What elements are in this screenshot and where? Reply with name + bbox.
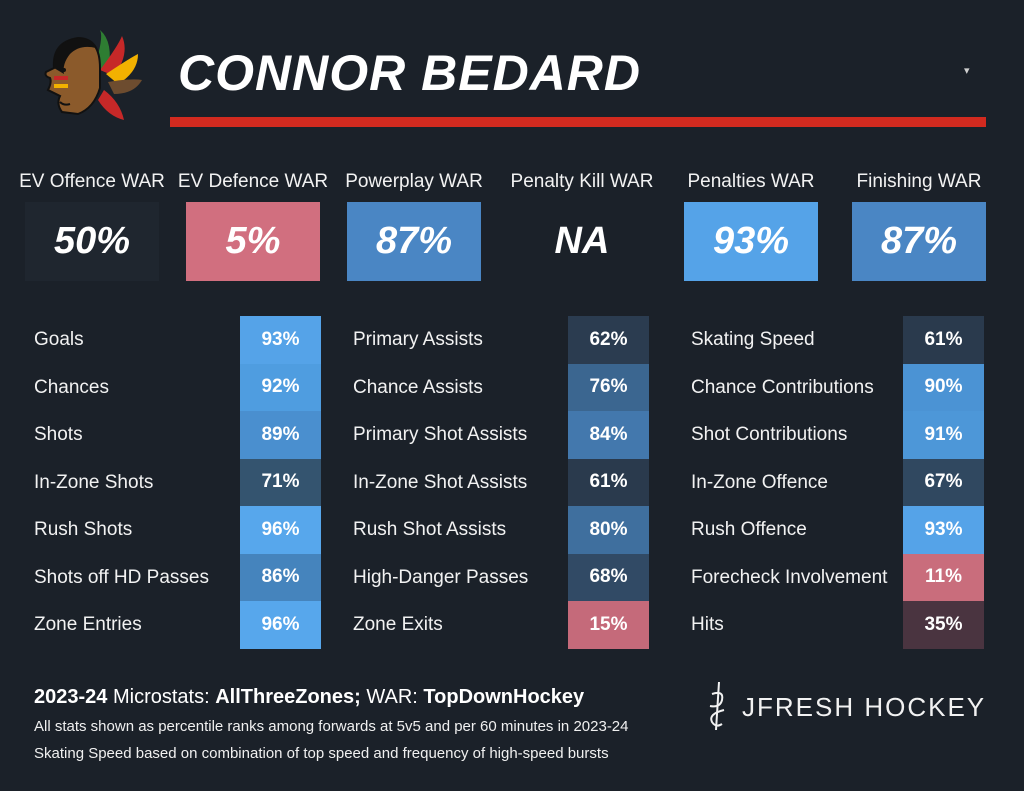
blackhawks-logo-icon [34,28,146,124]
stat-value: 61% [903,316,984,364]
stat-value: 93% [903,506,984,554]
stat-label: Primary Assists [353,329,483,350]
stat-label: Primary Shot Assists [353,424,528,445]
stat-label: In-Zone Shots [34,472,154,493]
war-penalties: Penalties WAR 93% [681,168,821,281]
war-powerplay: Powerplay WAR 87% [344,168,484,281]
stat-label: Skating Speed [691,329,815,350]
war-prefix: WAR: [366,686,418,708]
stat-value: 67% [903,458,984,506]
stat-label: Rush Offence [691,519,807,540]
stat-label: Shot Contributions [691,424,848,445]
war-value: 50% [25,202,159,281]
war-value: 87% [852,202,986,281]
war-label: EV Offence WAR [19,171,165,192]
stat-value: 86% [240,553,321,601]
caret-down-icon[interactable]: ▾ [964,65,970,77]
stat-label: Rush Shot Assists [353,519,507,540]
title-underline [170,117,986,127]
stat-label: Chance Assists [353,377,483,398]
stat-label: Rush Shots [34,519,133,540]
war-source: TopDownHockey [423,686,585,708]
stat-value: 15% [568,601,649,649]
stat-label: Chances [34,377,109,398]
stat-value: 11% [903,553,984,601]
war-ev-defence: EV Defence WAR 5% [178,168,328,281]
brand: JFRESH HOCKEY [704,680,984,732]
stat-value: 93% [240,316,321,364]
stat-label: High-Danger Passes [353,567,529,588]
stat-value: 96% [240,506,321,554]
stat-value: 96% [240,601,321,649]
stat-value: 89% [240,411,321,459]
stat-label: Goals [34,329,84,350]
war-label: Finishing WAR [856,171,982,192]
war-label: Penalties WAR [687,171,815,192]
stat-value: 91% [903,411,984,459]
stat-label: In-Zone Shot Assists [353,472,528,493]
stat-label: Hits [691,614,724,635]
microstats-source: AllThreeZones; [215,686,361,708]
stat-label: Chance Contributions [691,377,874,398]
stat-label: In-Zone Offence [691,472,828,493]
stat-label: Shots off HD Passes [34,567,209,588]
jfresh-logo-icon [709,681,725,731]
footer-source-line: 2023-24 Microstats: AllThreeZones; WAR: … [34,686,584,709]
stat-value: 80% [568,506,649,554]
war-value: NA [515,202,649,281]
stat-value: 92% [240,363,321,411]
player-name: CONNOR BEDARD [178,45,641,101]
stat-value: 35% [903,601,984,649]
war-label: Penalty Kill WAR [510,171,654,192]
war-value: 87% [347,202,481,281]
stat-value: 62% [568,316,649,364]
season: 2023-24 [34,686,108,708]
war-label: Powerplay WAR [345,171,483,192]
stat-value: 68% [568,553,649,601]
stat-label: Zone Exits [353,614,443,635]
war-finishing: Finishing WAR 87% [849,168,989,281]
war-ev-offence: EV Offence WAR 50% [19,168,165,281]
microstats-prefix: Microstats: [112,686,210,708]
stat-value: 71% [240,458,321,506]
war-label: EV Defence WAR [177,171,329,192]
stat-value: 76% [568,363,649,411]
stat-value: 84% [568,411,649,459]
footer-note-percentile: All stats shown as percentile ranks amon… [34,718,629,735]
war-penalty-kill: Penalty Kill WAR NA [511,168,653,281]
war-value: 93% [684,202,818,281]
stat-value: 61% [568,458,649,506]
brand-name: JFRESH HOCKEY [742,692,987,722]
stat-label: Zone Entries [34,614,142,635]
footer-note-skating: Skating Speed based on combination of to… [34,745,609,762]
stat-value: 90% [903,363,984,411]
stat-label: Shots [34,424,83,445]
war-value: 5% [186,202,320,281]
stat-label: Forecheck Involvement [691,567,888,588]
